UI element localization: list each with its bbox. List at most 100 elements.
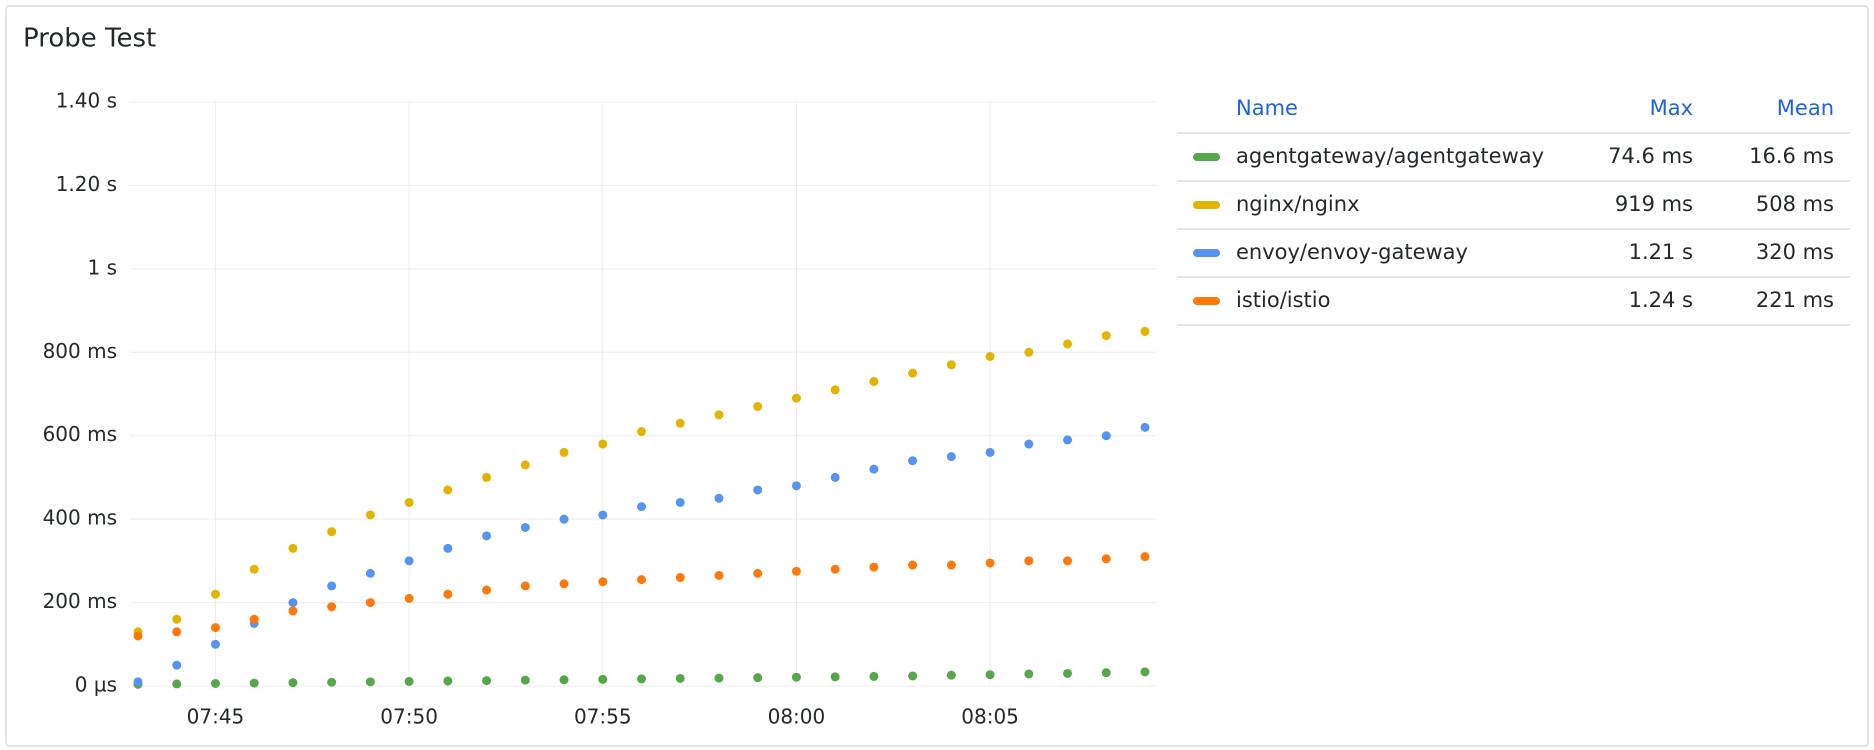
- legend-name[interactable]: agentgateway/agentgateway: [1236, 144, 1544, 168]
- data-point: [869, 671, 879, 681]
- data-point: [365, 598, 375, 608]
- data-point: [210, 589, 220, 599]
- data-point: [288, 598, 298, 608]
- data-point: [482, 472, 492, 482]
- legend-name[interactable]: envoy/envoy-gateway: [1236, 240, 1468, 264]
- data-point: [675, 497, 685, 507]
- data-point: [830, 672, 840, 682]
- data-point: [443, 676, 453, 686]
- data-point: [1024, 347, 1034, 357]
- data-point: [830, 472, 840, 482]
- data-point: [404, 593, 414, 603]
- data-point: [1024, 556, 1034, 566]
- data-point: [908, 368, 918, 378]
- data-point: [482, 676, 492, 686]
- data-point: [172, 660, 182, 670]
- legend-max: 919 ms: [1615, 192, 1693, 216]
- data-point: [172, 627, 182, 637]
- data-point: [559, 579, 569, 589]
- data-point: [598, 674, 608, 684]
- x-tick-label: 08:05: [961, 705, 1019, 729]
- legend-swatch: [1193, 153, 1220, 161]
- data-point: [1101, 431, 1111, 441]
- data-point: [637, 427, 646, 437]
- x-tick-label: 07:55: [574, 705, 632, 729]
- legend-name[interactable]: nginx/nginx: [1236, 192, 1360, 216]
- data-point: [637, 575, 646, 585]
- legend-max: 1.24 s: [1629, 288, 1693, 312]
- data-point: [714, 673, 724, 683]
- data-point: [1063, 339, 1073, 349]
- legend-swatch: [1193, 201, 1220, 209]
- data-point: [598, 510, 608, 520]
- data-point: [1024, 439, 1034, 449]
- data-point: [210, 639, 220, 649]
- data-point: [598, 577, 608, 587]
- y-tick-label: 1.20 s: [56, 172, 117, 196]
- data-point: [559, 675, 569, 685]
- data-point: [133, 631, 143, 641]
- data-point: [210, 678, 220, 688]
- legend-header: Max: [1650, 96, 1693, 120]
- data-point: [946, 360, 956, 370]
- data-point: [714, 570, 724, 580]
- data-point: [985, 351, 995, 361]
- data-point: [172, 679, 182, 689]
- x-tick-label: 07:50: [380, 705, 438, 729]
- data-point: [520, 522, 530, 532]
- data-point: [288, 606, 298, 616]
- legend-mean: 221 ms: [1756, 288, 1834, 312]
- data-point: [637, 502, 646, 512]
- panel-title: Probe Test: [23, 24, 156, 54]
- y-tick-label: 0 µs: [75, 673, 117, 697]
- data-point: [908, 560, 918, 570]
- data-point: [985, 447, 995, 457]
- data-point: [249, 678, 259, 688]
- data-point: [404, 556, 414, 566]
- legend-header: Mean: [1777, 96, 1834, 120]
- data-point: [830, 385, 840, 395]
- data-point: [946, 670, 956, 680]
- data-point: [1101, 668, 1111, 678]
- legend-mean: 320 ms: [1756, 240, 1834, 264]
- data-point: [1140, 552, 1150, 562]
- data-point: [1063, 668, 1073, 678]
- legend-max: 74.6 ms: [1608, 144, 1693, 168]
- data-point: [714, 410, 724, 420]
- data-point: [1063, 556, 1073, 566]
- data-point: [288, 543, 298, 553]
- legend-mean: 508 ms: [1756, 192, 1834, 216]
- data-point: [559, 447, 569, 457]
- y-tick-label: 800 ms: [43, 339, 117, 363]
- data-point: [365, 677, 375, 687]
- data-point: [791, 481, 801, 491]
- data-point: [908, 671, 918, 681]
- data-point: [946, 452, 956, 462]
- data-point: [869, 376, 879, 386]
- data-point: [753, 673, 763, 683]
- data-point: [753, 568, 763, 578]
- y-tick-label: 200 ms: [43, 589, 117, 613]
- y-tick-label: 600 ms: [43, 422, 117, 446]
- x-tick-label: 08:00: [768, 705, 826, 729]
- data-point: [791, 672, 801, 682]
- data-point: [404, 497, 414, 507]
- data-point: [288, 678, 298, 688]
- data-point: [172, 614, 182, 624]
- data-point: [714, 493, 724, 503]
- legend-max: 1.21 s: [1629, 240, 1693, 264]
- legend-name[interactable]: istio/istio: [1236, 288, 1330, 312]
- data-point: [675, 673, 685, 683]
- data-point: [637, 674, 646, 684]
- data-point: [675, 573, 685, 583]
- data-point: [482, 585, 492, 595]
- data-point: [1140, 326, 1150, 336]
- data-point: [327, 602, 337, 612]
- legend-swatch: [1193, 249, 1220, 257]
- data-point: [443, 589, 453, 599]
- data-point: [365, 568, 375, 578]
- data-point: [443, 485, 453, 495]
- data-point: [327, 581, 337, 591]
- data-point: [791, 393, 801, 403]
